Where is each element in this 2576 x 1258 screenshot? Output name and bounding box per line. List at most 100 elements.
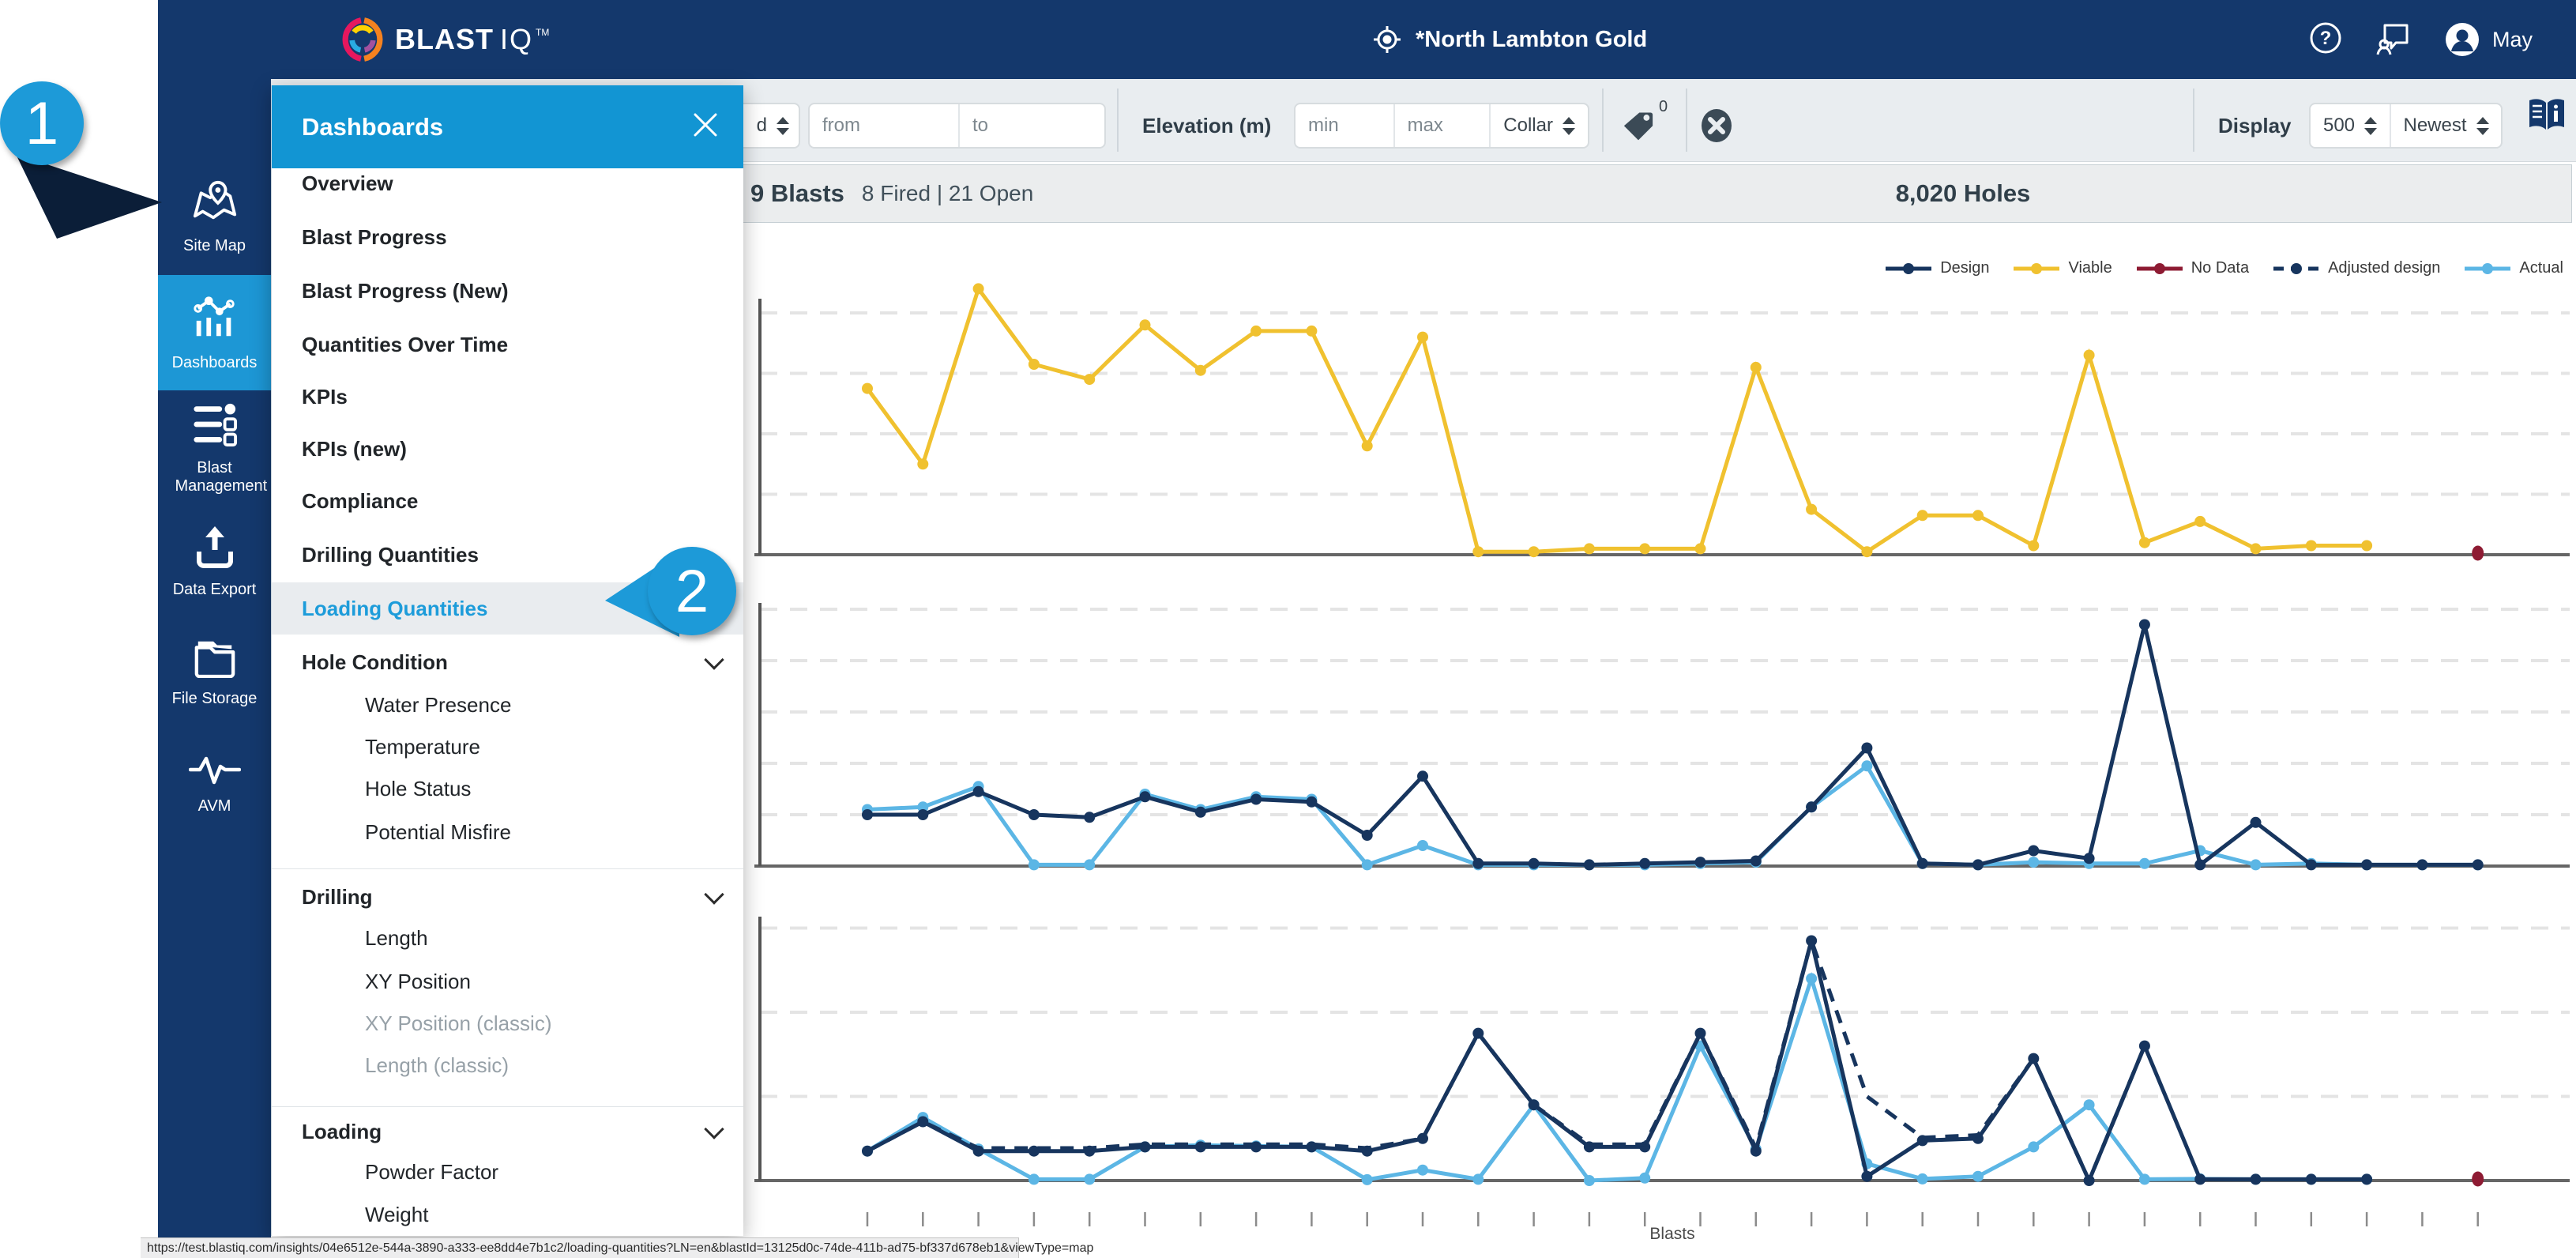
menu-item-weight[interactable]: Weight bbox=[272, 1194, 743, 1235]
menu-item-label: Length (classic) bbox=[365, 1053, 509, 1078]
avm-icon bbox=[189, 754, 241, 789]
blasts-summary: 9 Blasts 8 Fired | 21 Open bbox=[750, 164, 1033, 223]
menu-item-compliance[interactable]: Compliance bbox=[272, 475, 743, 527]
brand-wordmark: BLAST IQ TM bbox=[395, 0, 549, 79]
menu-item-kpis[interactable]: KPIs bbox=[272, 371, 743, 423]
user-name: May bbox=[2492, 28, 2533, 52]
avatar-icon bbox=[2445, 22, 2480, 57]
tag-count-badge: 0 bbox=[1659, 98, 1668, 116]
sort-arrows-icon bbox=[2476, 117, 2489, 135]
sidebar-item-label: File Storage bbox=[172, 690, 258, 708]
legend-label: Adjusted design bbox=[2328, 259, 2440, 277]
blasts-count: 9 Blasts bbox=[750, 179, 844, 208]
elevation-label: Elevation (m) bbox=[1142, 103, 1271, 149]
menu-item-label: XY Position bbox=[365, 970, 471, 994]
menu-item-xy-position-classic[interactable]: XY Position (classic) bbox=[272, 1003, 743, 1044]
elevation-min-input[interactable]: min bbox=[1296, 104, 1393, 147]
x-axis-label: Blasts bbox=[1649, 1225, 1694, 1244]
menu-item-label: Length bbox=[365, 926, 428, 951]
legend-swatch-icon bbox=[2273, 262, 2320, 276]
legend-swatch-icon bbox=[2464, 262, 2511, 276]
sidebar-item-blast-management[interactable]: Blast Management bbox=[158, 390, 271, 506]
site-map-icon bbox=[190, 179, 239, 229]
legend-item-design[interactable]: Design bbox=[1885, 259, 1989, 277]
menu-item-potential-misfire[interactable]: Potential Misfire bbox=[272, 812, 743, 853]
collar-select[interactable]: Collar bbox=[1491, 104, 1588, 147]
menu-item-label: Blast Progress (New) bbox=[302, 279, 509, 303]
legend-item-adjusted-design[interactable]: Adjusted design bbox=[2273, 259, 2440, 277]
menu-item-label: Water Presence bbox=[365, 693, 511, 718]
sidebar-item-dashboards[interactable]: Dashboards bbox=[158, 275, 271, 390]
date-from-input[interactable]: from bbox=[810, 104, 958, 147]
legend-label: Actual bbox=[2519, 259, 2563, 277]
menu-item-loading[interactable]: Loading bbox=[272, 1105, 743, 1158]
menu-item-drilling[interactable]: Drilling bbox=[272, 871, 743, 923]
menu-item-length-classic[interactable]: Length (classic) bbox=[272, 1045, 743, 1086]
elevation-box: min max Collar bbox=[1294, 103, 1589, 149]
clear-filters-button[interactable] bbox=[1700, 109, 1733, 146]
legend-swatch-icon bbox=[2136, 262, 2183, 276]
date-range-box: from to bbox=[808, 103, 1106, 149]
menu-item-length[interactable]: Length bbox=[272, 917, 743, 959]
menu-item-label: Blast Progress bbox=[302, 225, 447, 250]
menu-item-blast-progress-new[interactable]: Blast Progress (New) bbox=[272, 265, 743, 317]
legend-label: Design bbox=[1940, 259, 1989, 277]
menu-title: Dashboards bbox=[302, 113, 443, 141]
menu-item-label: Loading Quantities bbox=[302, 597, 487, 621]
legend-label: Viable bbox=[2068, 259, 2112, 277]
menu-item-hole-status[interactable]: Hole Status bbox=[272, 768, 743, 809]
site-name: *North Lambton Gold bbox=[1416, 27, 1647, 53]
crosshair-icon bbox=[1373, 25, 1401, 54]
close-icon[interactable] bbox=[691, 111, 720, 143]
data-export-icon bbox=[191, 523, 239, 573]
display-box: 500 Newest bbox=[2309, 103, 2503, 149]
feedback-icon[interactable] bbox=[2375, 21, 2412, 59]
menu-item-label: Potential Misfire bbox=[365, 820, 511, 845]
menu-item-temperature[interactable]: Temperature bbox=[272, 726, 743, 767]
knowledge-book-icon[interactable] bbox=[2528, 96, 2566, 137]
tag-icon[interactable] bbox=[1621, 103, 1656, 151]
menu-item-kpis-new[interactable]: KPIs (new) bbox=[272, 423, 743, 475]
elevation-max-input[interactable]: max bbox=[1395, 104, 1490, 147]
blast-management-icon bbox=[190, 401, 239, 451]
menu-item-label: Loading bbox=[302, 1120, 382, 1144]
menu-item-label: XY Position (classic) bbox=[365, 1011, 552, 1036]
display-count-select[interactable]: 500 bbox=[2311, 104, 2390, 147]
toolbar-divider bbox=[1602, 89, 1604, 152]
menu-item-xy-position[interactable]: XY Position bbox=[272, 961, 743, 1002]
dashboards-icon bbox=[190, 293, 239, 346]
legend-item-actual[interactable]: Actual bbox=[2464, 259, 2563, 277]
legend-item-viable[interactable]: Viable bbox=[2013, 259, 2112, 277]
menu-item-label: Temperature bbox=[365, 735, 480, 759]
left-sidebar: Site MapDashboardsBlast ManagementData E… bbox=[158, 79, 271, 1258]
chevron-down-icon[interactable] bbox=[704, 1119, 724, 1139]
menu-item-label: KPIs (new) bbox=[302, 437, 407, 461]
help-icon[interactable]: ? bbox=[2309, 21, 2342, 58]
menu-item-blast-progress[interactable]: Blast Progress bbox=[272, 211, 743, 263]
site-selector[interactable]: *North Lambton Gold bbox=[1373, 0, 1647, 79]
menu-item-overview[interactable]: Overview bbox=[272, 157, 743, 209]
dashboards-menu-header: Dashboards bbox=[272, 85, 743, 168]
chevron-down-icon[interactable] bbox=[704, 884, 724, 904]
menu-item-label: Hole Condition bbox=[302, 650, 448, 675]
sidebar-item-data-export[interactable]: Data Export bbox=[158, 506, 271, 616]
date-to-input[interactable]: to bbox=[960, 104, 1104, 147]
menu-item-label: Drilling Quantities bbox=[302, 543, 479, 567]
sidebar-item-label: AVM bbox=[198, 797, 231, 815]
sort-order-select[interactable]: Newest bbox=[2391, 104, 2501, 147]
menu-divider bbox=[272, 868, 743, 869]
legend-swatch-icon bbox=[2013, 262, 2060, 276]
blastiq-logo-icon bbox=[340, 17, 385, 66]
user-menu[interactable]: May bbox=[2445, 22, 2533, 57]
legend-label: No Data bbox=[2191, 259, 2249, 277]
menu-item-quantities-over-time[interactable]: Quantities Over Time bbox=[272, 318, 743, 371]
menu-item-water-presence[interactable]: Water Presence bbox=[272, 684, 743, 725]
sidebar-item-avm[interactable]: AVM bbox=[158, 727, 271, 842]
menu-item-powder-factor[interactable]: Powder Factor bbox=[272, 1151, 743, 1192]
legend-item-no-data[interactable]: No Data bbox=[2136, 259, 2249, 277]
callout-2-badge: 2 bbox=[648, 547, 736, 635]
holes-count: 8,020 Holes bbox=[1896, 164, 2031, 223]
sidebar-item-label: Data Export bbox=[173, 581, 257, 599]
blasts-detail: 8 Fired | 21 Open bbox=[862, 181, 1033, 206]
sidebar-item-file-storage[interactable]: File Storage bbox=[158, 616, 271, 727]
